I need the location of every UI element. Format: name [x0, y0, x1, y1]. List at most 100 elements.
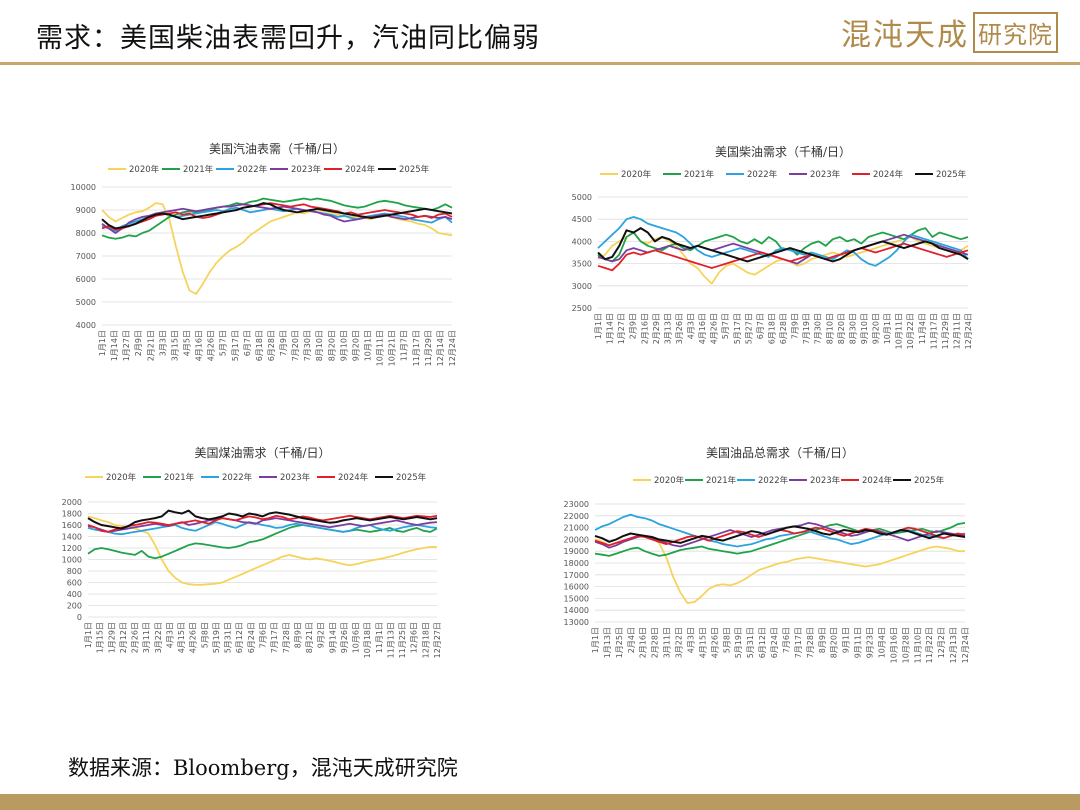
- y-tick-label: 1000: [62, 556, 82, 565]
- y-tick-label: 1600: [62, 521, 82, 530]
- y-tick-label: 18000: [564, 559, 589, 568]
- chart-title: 美国煤油需求（千桶/日）: [194, 445, 330, 460]
- x-tick-label: 6月28日: [779, 313, 788, 344]
- x-tick-label: 2月28日: [651, 627, 660, 658]
- x-tick-label: 8月21日: [305, 622, 314, 653]
- x-tick-label: 10月4日: [877, 627, 886, 658]
- x-tick-label: 12月24日: [448, 330, 457, 366]
- x-tick-label: 7月28日: [806, 627, 815, 658]
- chart-svg: 美国煤油需求（千桶/日） 2020年 2021年 2022年 2023年 2024年 202…: [62, 445, 442, 658]
- legend-label: 2025年: [914, 475, 945, 486]
- x-tick-label: 5月8日: [722, 627, 731, 653]
- legend-label: 2022年: [747, 169, 778, 180]
- x-tick-label: 7月19日: [802, 313, 811, 344]
- y-tick-label: 4000: [572, 237, 592, 246]
- x-tick-label: 9月2日: [317, 622, 326, 648]
- x-tick-label: 6月12日: [235, 622, 244, 653]
- x-tick-label: 8月10日: [825, 313, 834, 344]
- x-tick-label: 7月17日: [270, 622, 279, 653]
- y-tick-label: 16000: [564, 583, 589, 592]
- chart-title: 美国柴油需求（千桶/日）: [715, 144, 851, 159]
- x-tick-label: 2月12日: [119, 622, 128, 653]
- x-tick-label: 3月13日: [663, 313, 672, 344]
- series-line: [594, 535, 965, 605]
- x-tick-label: 2月16日: [640, 313, 649, 344]
- x-tick-label: 5月31日: [746, 627, 755, 658]
- y-tick-label: 400: [67, 590, 82, 599]
- legend-label: 2024年: [873, 169, 904, 180]
- x-tick-label: 9月20日: [351, 330, 360, 361]
- jet-fuel-demand-chart: 美国煤油需求（千桶/日） 2020年 2021年 2022年 2023年 2024年 202…: [55, 440, 455, 675]
- x-tick-label: 11月10日: [913, 627, 922, 663]
- x-tick-label: 5月7日: [219, 330, 228, 356]
- x-tick-label: 11月4日: [918, 313, 927, 344]
- series-line: [594, 525, 966, 544]
- x-tick-label: 4月3日: [687, 313, 696, 339]
- legend-label: 2021年: [164, 472, 195, 483]
- logo-name: 混沌天成: [841, 18, 969, 53]
- x-tick-label: 7月28日: [282, 622, 291, 653]
- legend-label: 2024年: [345, 164, 376, 175]
- y-tick-label: 200: [67, 602, 82, 611]
- x-tick-label: 7月9日: [279, 330, 288, 356]
- x-tick-label: 9月10日: [860, 313, 869, 344]
- legend-label: 2022年: [222, 472, 253, 483]
- y-tick-label: 9000: [76, 206, 96, 215]
- x-tick-label: 5月31日: [224, 622, 233, 653]
- series-line: [101, 197, 453, 240]
- x-tick-label: 2月21日: [146, 330, 155, 361]
- series-line: [597, 242, 969, 272]
- x-tick-label: 10月28日: [901, 627, 910, 663]
- x-tick-label: 8月20日: [837, 313, 846, 344]
- x-tick-label: 9月10日: [339, 330, 348, 361]
- x-tick-label: 2月29日: [652, 313, 661, 344]
- x-tick-label: 2月9日: [629, 313, 638, 339]
- x-tick-label: 11月1日: [375, 622, 384, 653]
- x-tick-label: 10月6日: [352, 622, 361, 653]
- y-tick-label: 15000: [564, 594, 589, 603]
- series-line: [87, 514, 438, 533]
- x-tick-label: 3月15日: [170, 330, 179, 361]
- x-tick-label: 9月11日: [854, 627, 863, 658]
- source-note: 数据来源：Bloomberg，混沌天成研究院: [68, 756, 458, 780]
- legend-label: 2020年: [106, 472, 137, 483]
- legend-label: 2021年: [684, 169, 715, 180]
- x-tick-label: 2月26日: [131, 622, 140, 653]
- legend-label: 2023年: [280, 472, 311, 483]
- x-tick-label: 7月20日: [291, 330, 300, 361]
- legend-label: 2020年: [621, 169, 652, 180]
- x-tick-label: 10月18日: [363, 622, 372, 658]
- y-tick-label: 20000: [564, 535, 589, 544]
- x-tick-label: 6月18日: [767, 313, 776, 344]
- x-tick-label: 12月13日: [949, 627, 958, 663]
- chart-title: 美国油品总需求（千桶/日）: [706, 445, 854, 460]
- y-tick-label: 600: [67, 579, 82, 588]
- x-tick-label: 7月6日: [782, 627, 791, 653]
- x-tick-label: 9月1日: [842, 627, 851, 653]
- series-line: [597, 216, 969, 267]
- x-tick-label: 7月30日: [303, 330, 312, 361]
- y-tick-label: 0: [77, 613, 82, 622]
- legend-label: 2020年: [129, 164, 160, 175]
- x-tick-label: 1月1日: [591, 627, 600, 653]
- x-tick-label: 5月7日: [721, 313, 730, 339]
- chart-svg: 美国柴油需求（千桶/日） 2020年 2021年 2022年 2023年 2024年 202…: [572, 144, 973, 349]
- x-tick-label: 7月17日: [794, 627, 803, 658]
- x-tick-label: 9月23日: [866, 627, 875, 658]
- x-tick-label: 6月24日: [770, 627, 779, 658]
- x-tick-label: 11月29日: [424, 330, 433, 366]
- chart-svg: 美国汽油表需（千桶/日） 2020年 2021年 2022年 2023年 2024年 202…: [71, 141, 457, 366]
- chart-title: 美国汽油表需（千桶/日）: [209, 141, 345, 156]
- legend-label: 2021年: [183, 164, 214, 175]
- x-tick-label: 12月24日: [964, 313, 973, 349]
- x-tick-label: 8月9日: [293, 622, 302, 648]
- gasoline-demand-chart: 美国汽油表需（千桶/日） 2020年 2021年 2022年 2023年 2024年 202…: [60, 135, 460, 370]
- page-title: 需求：美国柴油表需回升，汽油同比偏弱: [36, 23, 540, 54]
- x-tick-label: 4月16日: [698, 313, 707, 344]
- x-tick-label: 4月26日: [189, 622, 198, 653]
- x-tick-label: 6月18日: [255, 330, 264, 361]
- x-tick-label: 12月6日: [410, 622, 419, 653]
- y-tick-label: 8000: [76, 229, 96, 238]
- y-tick-label: 23000: [564, 500, 589, 509]
- x-tick-label: 9月20日: [872, 313, 881, 344]
